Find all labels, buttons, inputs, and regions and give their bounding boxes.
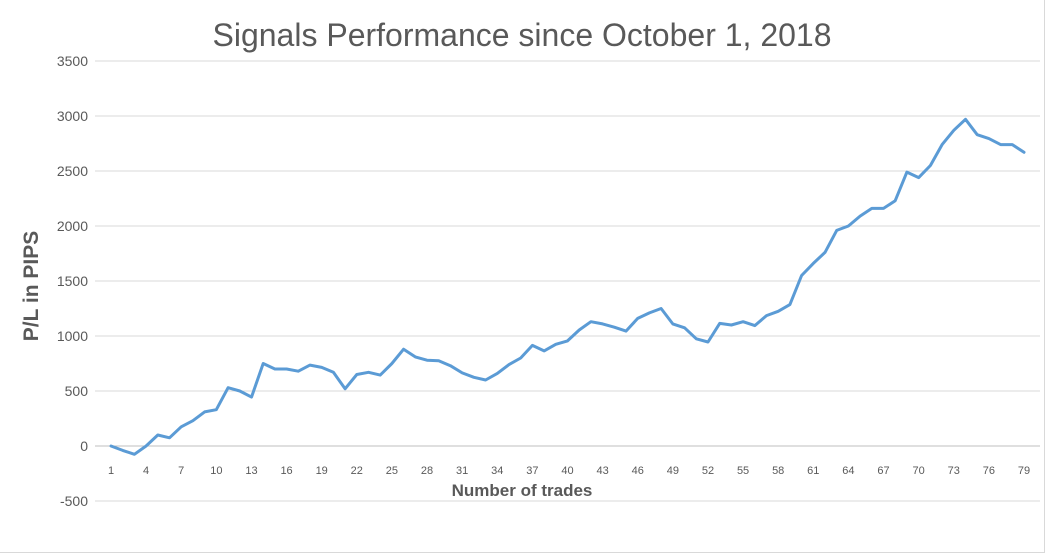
x-tick-label: 67: [877, 465, 889, 477]
y-tick-label: 2000: [57, 218, 88, 234]
x-tick-label: 61: [807, 465, 819, 477]
x-tick-label: 7: [178, 465, 184, 477]
x-tick-label: 76: [983, 465, 995, 477]
x-tick-label: 52: [702, 465, 714, 477]
x-tick-label: 25: [386, 465, 398, 477]
x-tick-label: 43: [596, 465, 608, 477]
y-tick-label: -500: [60, 493, 88, 509]
x-tick-label: 40: [561, 465, 573, 477]
y-axis-title: P/L in PIPS: [20, 231, 43, 341]
x-tick-label: 19: [316, 465, 328, 477]
x-tick-label: 22: [351, 465, 363, 477]
x-tick-label: 55: [737, 465, 749, 477]
y-tick-label: 0: [80, 438, 88, 454]
gridlines: [95, 60, 1040, 502]
x-axis-tick-labels: 1 4 7 10 13 16 19 22 25 28 31 34 37 40 43 46 49 52 55 58 61 6…: [108, 465, 1030, 477]
x-tick-label: 10: [210, 465, 222, 477]
x-tick-label: 1: [108, 465, 114, 477]
y-axis-tick-labels: -500 0 500 1000 1500 2000 2500 3000 3500: [57, 53, 88, 509]
y-tick-label: 500: [65, 383, 89, 399]
x-tick-label: 46: [632, 465, 644, 477]
x-tick-label: 28: [421, 465, 433, 477]
x-axis-title: Number of trades: [452, 481, 593, 500]
x-tick-label: 73: [948, 465, 960, 477]
y-tick-label: 3500: [57, 53, 88, 69]
series-layer: [109, 117, 1026, 456]
x-tick-label: 70: [913, 465, 925, 477]
x-tick-label: 13: [245, 465, 257, 477]
x-tick-label: 58: [772, 465, 784, 477]
x-tick-label: 64: [842, 465, 854, 477]
series-line: [109, 117, 1026, 456]
x-tick-label: 49: [667, 465, 679, 477]
y-tick-label: 3000: [57, 108, 88, 124]
y-tick-label: 1500: [57, 273, 88, 289]
x-tick-label: 79: [1018, 465, 1030, 477]
y-tick-label: 1000: [57, 328, 88, 344]
x-tick-label: 4: [143, 465, 149, 477]
chart-title: Signals Performance since October 1, 201…: [213, 17, 832, 53]
x-tick-label: 16: [280, 465, 292, 477]
x-tick-label: 34: [491, 465, 503, 477]
y-tick-label: 2500: [57, 163, 88, 179]
x-tick-label: 37: [526, 465, 538, 477]
x-tick-label: 31: [456, 465, 468, 477]
